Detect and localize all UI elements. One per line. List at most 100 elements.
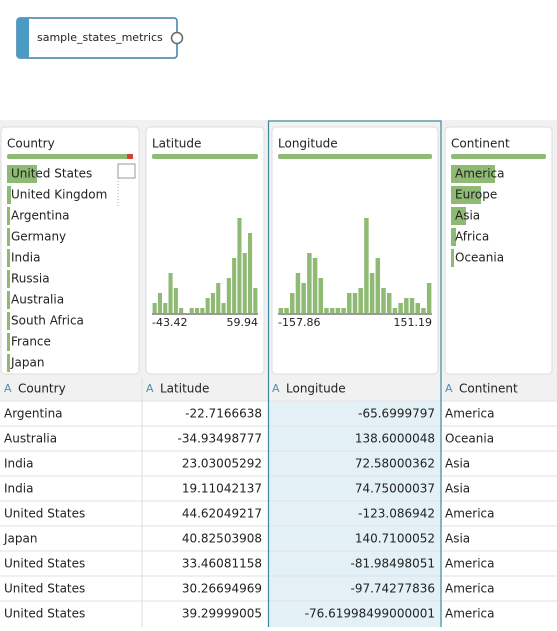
histogram-bar	[426, 283, 432, 313]
cell: Asia	[445, 482, 470, 496]
category-label[interactable]: India	[11, 251, 40, 265]
histogram-bar	[189, 308, 194, 313]
cell: Japan	[3, 532, 37, 546]
column-header[interactable]: Latitude	[160, 382, 209, 396]
profile-card[interactable]	[0, 126, 140, 375]
histogram-bar	[352, 293, 358, 313]
histogram-bar	[179, 308, 184, 313]
category-bar	[451, 165, 495, 183]
profile-title: Country	[7, 137, 55, 151]
histogram-bar	[205, 298, 210, 313]
histogram-bar	[152, 303, 157, 313]
column-header[interactable]: Continent	[459, 382, 518, 396]
cell: India	[4, 457, 33, 471]
cell: -123.086942	[358, 507, 435, 521]
category-label[interactable]: South Africa	[11, 314, 84, 328]
cell: America	[445, 582, 495, 596]
node-port[interactable]	[170, 31, 184, 45]
category-label[interactable]: France	[11, 335, 51, 349]
cell: 40.82503908	[182, 532, 262, 546]
cell: India	[4, 482, 33, 496]
histogram-bar	[163, 303, 168, 313]
category-bar	[7, 207, 10, 225]
histogram-bar	[324, 308, 329, 313]
cell: Argentina	[4, 407, 63, 421]
selected-border	[267, 120, 442, 631]
histogram-bar	[168, 273, 173, 313]
cell: -34.93498777	[178, 432, 263, 446]
category-label[interactable]: Argentina	[11, 209, 70, 223]
profile-title: Continent	[451, 137, 510, 151]
cell: 72.58000362	[355, 457, 435, 471]
cell: America	[445, 407, 495, 421]
histogram-bar	[347, 293, 352, 313]
cell: United States	[4, 607, 85, 621]
cell: -65.6999797	[358, 407, 435, 421]
histogram-bar	[284, 308, 289, 313]
category-label[interactable]: Oceania	[455, 251, 504, 265]
category-label[interactable]: Russia	[11, 272, 50, 286]
cell: America	[445, 607, 495, 621]
cell: 39.29999005	[182, 607, 262, 621]
histogram-bar	[404, 298, 409, 313]
cell: 140.7100052	[355, 532, 435, 546]
category-label[interactable]: United States	[11, 167, 92, 181]
category-bar	[451, 186, 481, 204]
histogram-bar	[364, 218, 369, 313]
category-bar	[451, 249, 454, 267]
cell: United States	[4, 582, 85, 596]
histogram-bar	[210, 293, 215, 313]
scroll-box[interactable]	[117, 163, 136, 179]
category-bar	[7, 228, 10, 246]
histogram-bar	[157, 293, 162, 313]
cell: 138.6000048	[355, 432, 435, 446]
histogram-bar	[369, 273, 375, 313]
cell: Asia	[445, 457, 470, 471]
column-header[interactable]: Country	[18, 382, 66, 396]
histogram-bar	[409, 298, 415, 313]
histogram-max: 151.19	[394, 316, 433, 329]
category-label[interactable]: Asia	[455, 209, 480, 223]
histogram-bar	[253, 288, 258, 313]
histogram-bar	[358, 288, 363, 313]
node-label: sample_states_metrics	[37, 31, 163, 44]
histogram-bar	[295, 273, 301, 313]
summary-bar	[451, 154, 546, 159]
histogram-bar	[307, 253, 312, 313]
histogram-bar	[226, 278, 231, 313]
profile-title: Longitude	[278, 137, 338, 151]
cell: 30.26694969	[182, 582, 262, 596]
node-strip	[17, 18, 29, 58]
histogram-bar	[398, 303, 403, 313]
category-label[interactable]: Europe	[455, 188, 497, 202]
category-bar	[7, 249, 10, 267]
profile-card[interactable]	[145, 126, 265, 375]
histogram-bar	[248, 233, 253, 313]
table-header	[0, 378, 557, 401]
histogram-bar	[301, 283, 306, 313]
profile-card[interactable]	[271, 126, 439, 375]
category-label[interactable]: United Kingdom	[11, 188, 107, 202]
cell: America	[445, 507, 495, 521]
type-icon: A	[146, 382, 154, 395]
category-label[interactable]: Australia	[11, 293, 64, 307]
histogram-bar	[216, 283, 221, 313]
category-bar	[7, 291, 10, 309]
category-label[interactable]: America	[455, 167, 505, 181]
histogram-bar	[392, 308, 398, 313]
column-header[interactable]: Longitude	[286, 382, 346, 396]
histogram-bar	[195, 308, 200, 313]
histogram-bar	[232, 258, 237, 313]
category-label[interactable]: Japan	[10, 356, 44, 370]
histogram-bar	[290, 293, 295, 313]
type-icon: A	[445, 382, 453, 395]
category-label[interactable]: Germany	[11, 230, 66, 244]
cell: -81.98498051	[351, 557, 436, 571]
cell: 19.11042137	[182, 482, 262, 496]
cell: 33.46081158	[182, 557, 262, 571]
type-icon: A	[4, 382, 12, 395]
cell: Oceania	[445, 432, 494, 446]
category-bar	[451, 228, 456, 246]
category-label[interactable]: Africa	[455, 230, 489, 244]
